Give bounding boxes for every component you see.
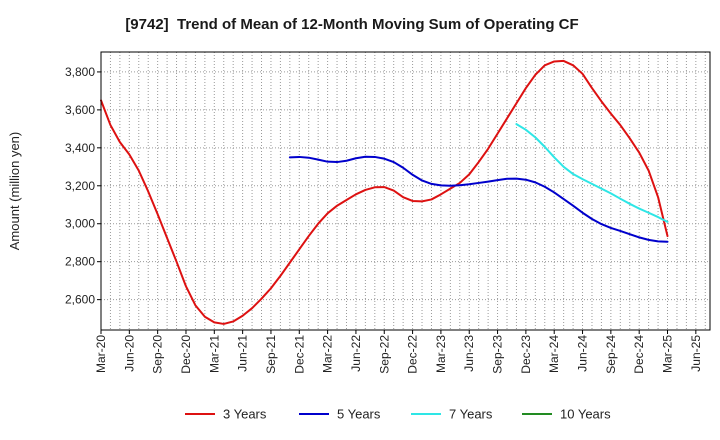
- x-tick-label: Mar-24: [547, 335, 561, 373]
- legend-label-7-years: 7 Years: [449, 407, 493, 422]
- x-tick-label: Mar-21: [207, 335, 221, 373]
- x-tick-label: Jun-20: [122, 335, 136, 372]
- x-tick-label: Mar-22: [321, 335, 335, 373]
- x-tick-label: Sep-20: [151, 335, 165, 374]
- y-tick-label: 2,600: [65, 293, 95, 307]
- x-tick-label: Sep-24: [604, 335, 618, 374]
- legend-label-10-years: 10 Years: [560, 407, 611, 422]
- legend-label-5-years: 5 Years: [337, 407, 381, 422]
- x-tick-label: Jun-23: [462, 335, 476, 372]
- y-tick-label: 3,000: [65, 217, 95, 231]
- x-tick-label: Dec-22: [406, 335, 420, 374]
- series-line-7-years: [515, 123, 669, 223]
- plot-frame: [100, 51, 711, 331]
- x-tick-label: Sep-22: [377, 335, 391, 374]
- x-tick-label: Jun-22: [349, 335, 363, 372]
- series-line-5-years: [288, 155, 669, 243]
- x-tick-label: Jun-25: [689, 335, 703, 372]
- x-tick-label: Jun-21: [236, 335, 250, 372]
- x-tick-label: Dec-20: [179, 335, 193, 374]
- x-tick-label: Sep-21: [264, 335, 278, 374]
- legend: 3 Years 5 Years 7 Years 10 Years: [185, 407, 611, 422]
- series-line-3-years: [100, 59, 669, 325]
- x-tick-label: Mar-23: [434, 335, 448, 373]
- chart-title: [9742] Trend of Mean of 12-Month Moving …: [125, 16, 578, 33]
- x-tick-label: Mar-20: [94, 335, 108, 373]
- y-tick-label: 3,600: [65, 103, 95, 117]
- y-tick-label: 3,400: [65, 141, 95, 155]
- x-tick-label: Dec-21: [292, 335, 306, 374]
- y-tick-label: 3,800: [65, 65, 95, 79]
- y-tick-label: 3,200: [65, 179, 95, 193]
- axes-layer: 2,600 2,800 3,000 3,200 3,400 3,600 3,800 Mar-2…: [65, 51, 711, 374]
- y-axis-label: Amount (million yen): [7, 132, 22, 251]
- x-tick-label: Dec-23: [519, 335, 533, 374]
- y-tick-label: 2,800: [65, 255, 95, 269]
- x-tick-label: Sep-23: [491, 335, 505, 374]
- x-tick-label: Dec-24: [632, 335, 646, 374]
- x-tick-label: Mar-25: [661, 335, 675, 373]
- series-layer: [100, 59, 669, 325]
- x-tick-label: Jun-24: [576, 335, 590, 372]
- legend-label-3-years: 3 Years: [223, 407, 267, 422]
- grid-layer: [101, 52, 710, 330]
